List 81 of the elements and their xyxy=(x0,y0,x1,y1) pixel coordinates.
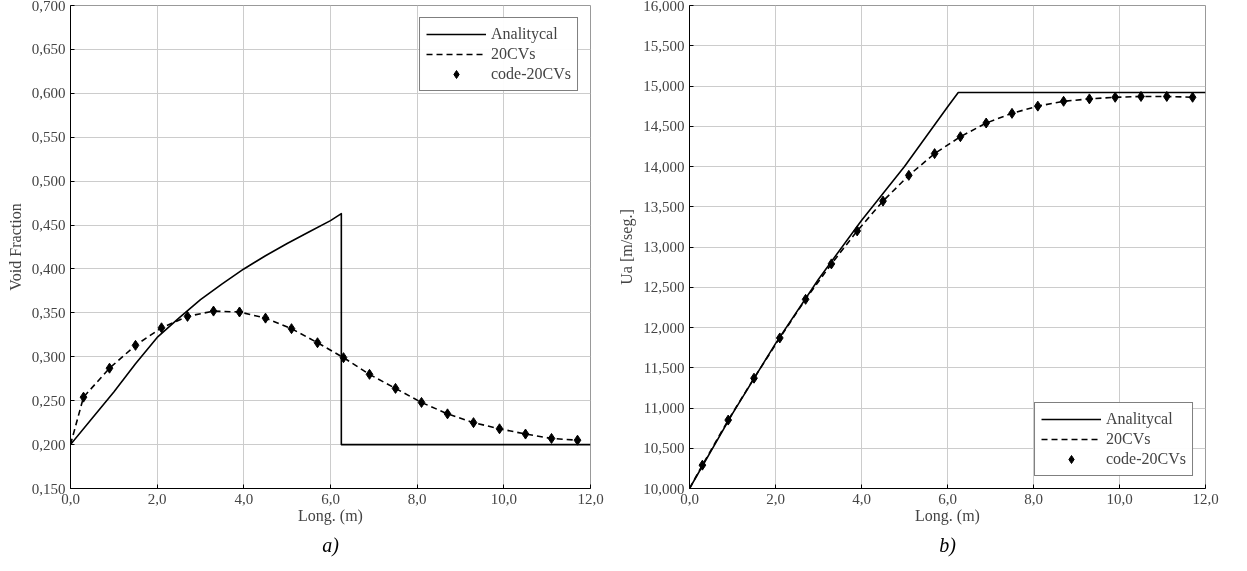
x-tick-label: 6,0 xyxy=(938,490,957,507)
y-tick-label: 11,500 xyxy=(643,359,685,376)
y-tick-label: 0,200 xyxy=(31,436,66,453)
x-tick-label: 10,0 xyxy=(1106,490,1133,507)
point xyxy=(287,323,296,335)
legend-label: code-20CVs xyxy=(1106,450,1186,468)
point xyxy=(495,423,504,435)
y-tick-label: 0,450 xyxy=(31,217,66,234)
y-tick-label: 13,000 xyxy=(643,239,685,255)
y-tick-label: 0,650 xyxy=(31,41,66,58)
point xyxy=(573,434,582,446)
y-tick-label: 0,500 xyxy=(31,173,66,190)
y-tick-label: 0,300 xyxy=(31,348,66,365)
y-tick-label: 12,000 xyxy=(643,319,685,336)
point xyxy=(930,148,939,160)
point xyxy=(1059,95,1068,107)
point xyxy=(1085,93,1094,105)
point xyxy=(982,117,991,129)
x-tick-label: 8,0 xyxy=(407,490,427,507)
point xyxy=(157,322,166,334)
x-tick-label: 8,0 xyxy=(1024,490,1043,507)
point xyxy=(209,305,218,317)
point xyxy=(105,362,114,374)
y-tick-label: 15,000 xyxy=(643,78,685,94)
point xyxy=(1033,100,1042,112)
point xyxy=(443,408,452,420)
y-tick-label: 14,500 xyxy=(643,118,685,135)
point xyxy=(469,417,478,429)
x-tick-label: 2,0 xyxy=(147,490,167,507)
point xyxy=(365,368,374,380)
point xyxy=(235,306,244,318)
point xyxy=(261,312,270,324)
point xyxy=(521,428,530,440)
y-tick-label: 14,000 xyxy=(643,158,685,175)
y-tick-label: 11,000 xyxy=(643,400,685,416)
x-tick-label: 10,0 xyxy=(490,490,517,507)
point xyxy=(827,258,836,270)
y-tick-label: 0,400 xyxy=(31,260,66,277)
y-tick-label: 0,350 xyxy=(31,304,66,321)
y-tick-label: 13,500 xyxy=(643,198,685,215)
point xyxy=(853,225,862,237)
y-axis-title: Void Fraction xyxy=(6,203,24,291)
x-tick-label: 6,0 xyxy=(321,490,340,507)
x-axis-title: Long. (m) xyxy=(298,506,363,525)
legend-label: code-20CVs xyxy=(491,65,571,83)
point xyxy=(698,459,707,471)
point xyxy=(79,391,88,403)
point xyxy=(417,396,426,408)
y-tick-label: 15,500 xyxy=(643,37,685,54)
legend-label: 20CVs xyxy=(1106,430,1151,448)
x-tick-label: 12,0 xyxy=(1192,490,1219,507)
point xyxy=(775,332,784,344)
point xyxy=(956,131,965,143)
point xyxy=(547,432,556,444)
point xyxy=(1162,90,1171,102)
point xyxy=(313,337,322,349)
y-tick-label: 0,250 xyxy=(31,392,66,409)
text: a) xyxy=(322,533,340,557)
x-axis-title: Long. (m) xyxy=(915,506,980,525)
point xyxy=(904,169,913,181)
x-tick-label: 4,0 xyxy=(234,490,254,507)
y-tick-label: 16,000 xyxy=(643,0,685,14)
text: b) xyxy=(939,533,957,557)
y-tick-label: 0,550 xyxy=(31,129,66,146)
point xyxy=(339,352,348,364)
point xyxy=(391,382,400,394)
point xyxy=(131,339,140,351)
point xyxy=(801,293,810,305)
point xyxy=(724,414,733,426)
y-axis-title: Ua [m/seg.] xyxy=(618,209,637,285)
y-tick-label: 10,500 xyxy=(643,440,685,457)
legend-label: Analitycal xyxy=(491,25,558,43)
x-tick-label: 2,0 xyxy=(766,490,785,507)
point xyxy=(183,310,192,322)
y-tick-label: 12,500 xyxy=(643,279,685,296)
legend-label: 20CVs xyxy=(491,45,536,63)
x-tick-label: 4,0 xyxy=(852,490,871,507)
legend-label: Analitycal xyxy=(1106,410,1173,428)
y-tick-label: 0,600 xyxy=(31,85,66,102)
x-tick-label: 12,0 xyxy=(577,490,604,507)
y-tick-label: 0,700 xyxy=(31,0,66,14)
